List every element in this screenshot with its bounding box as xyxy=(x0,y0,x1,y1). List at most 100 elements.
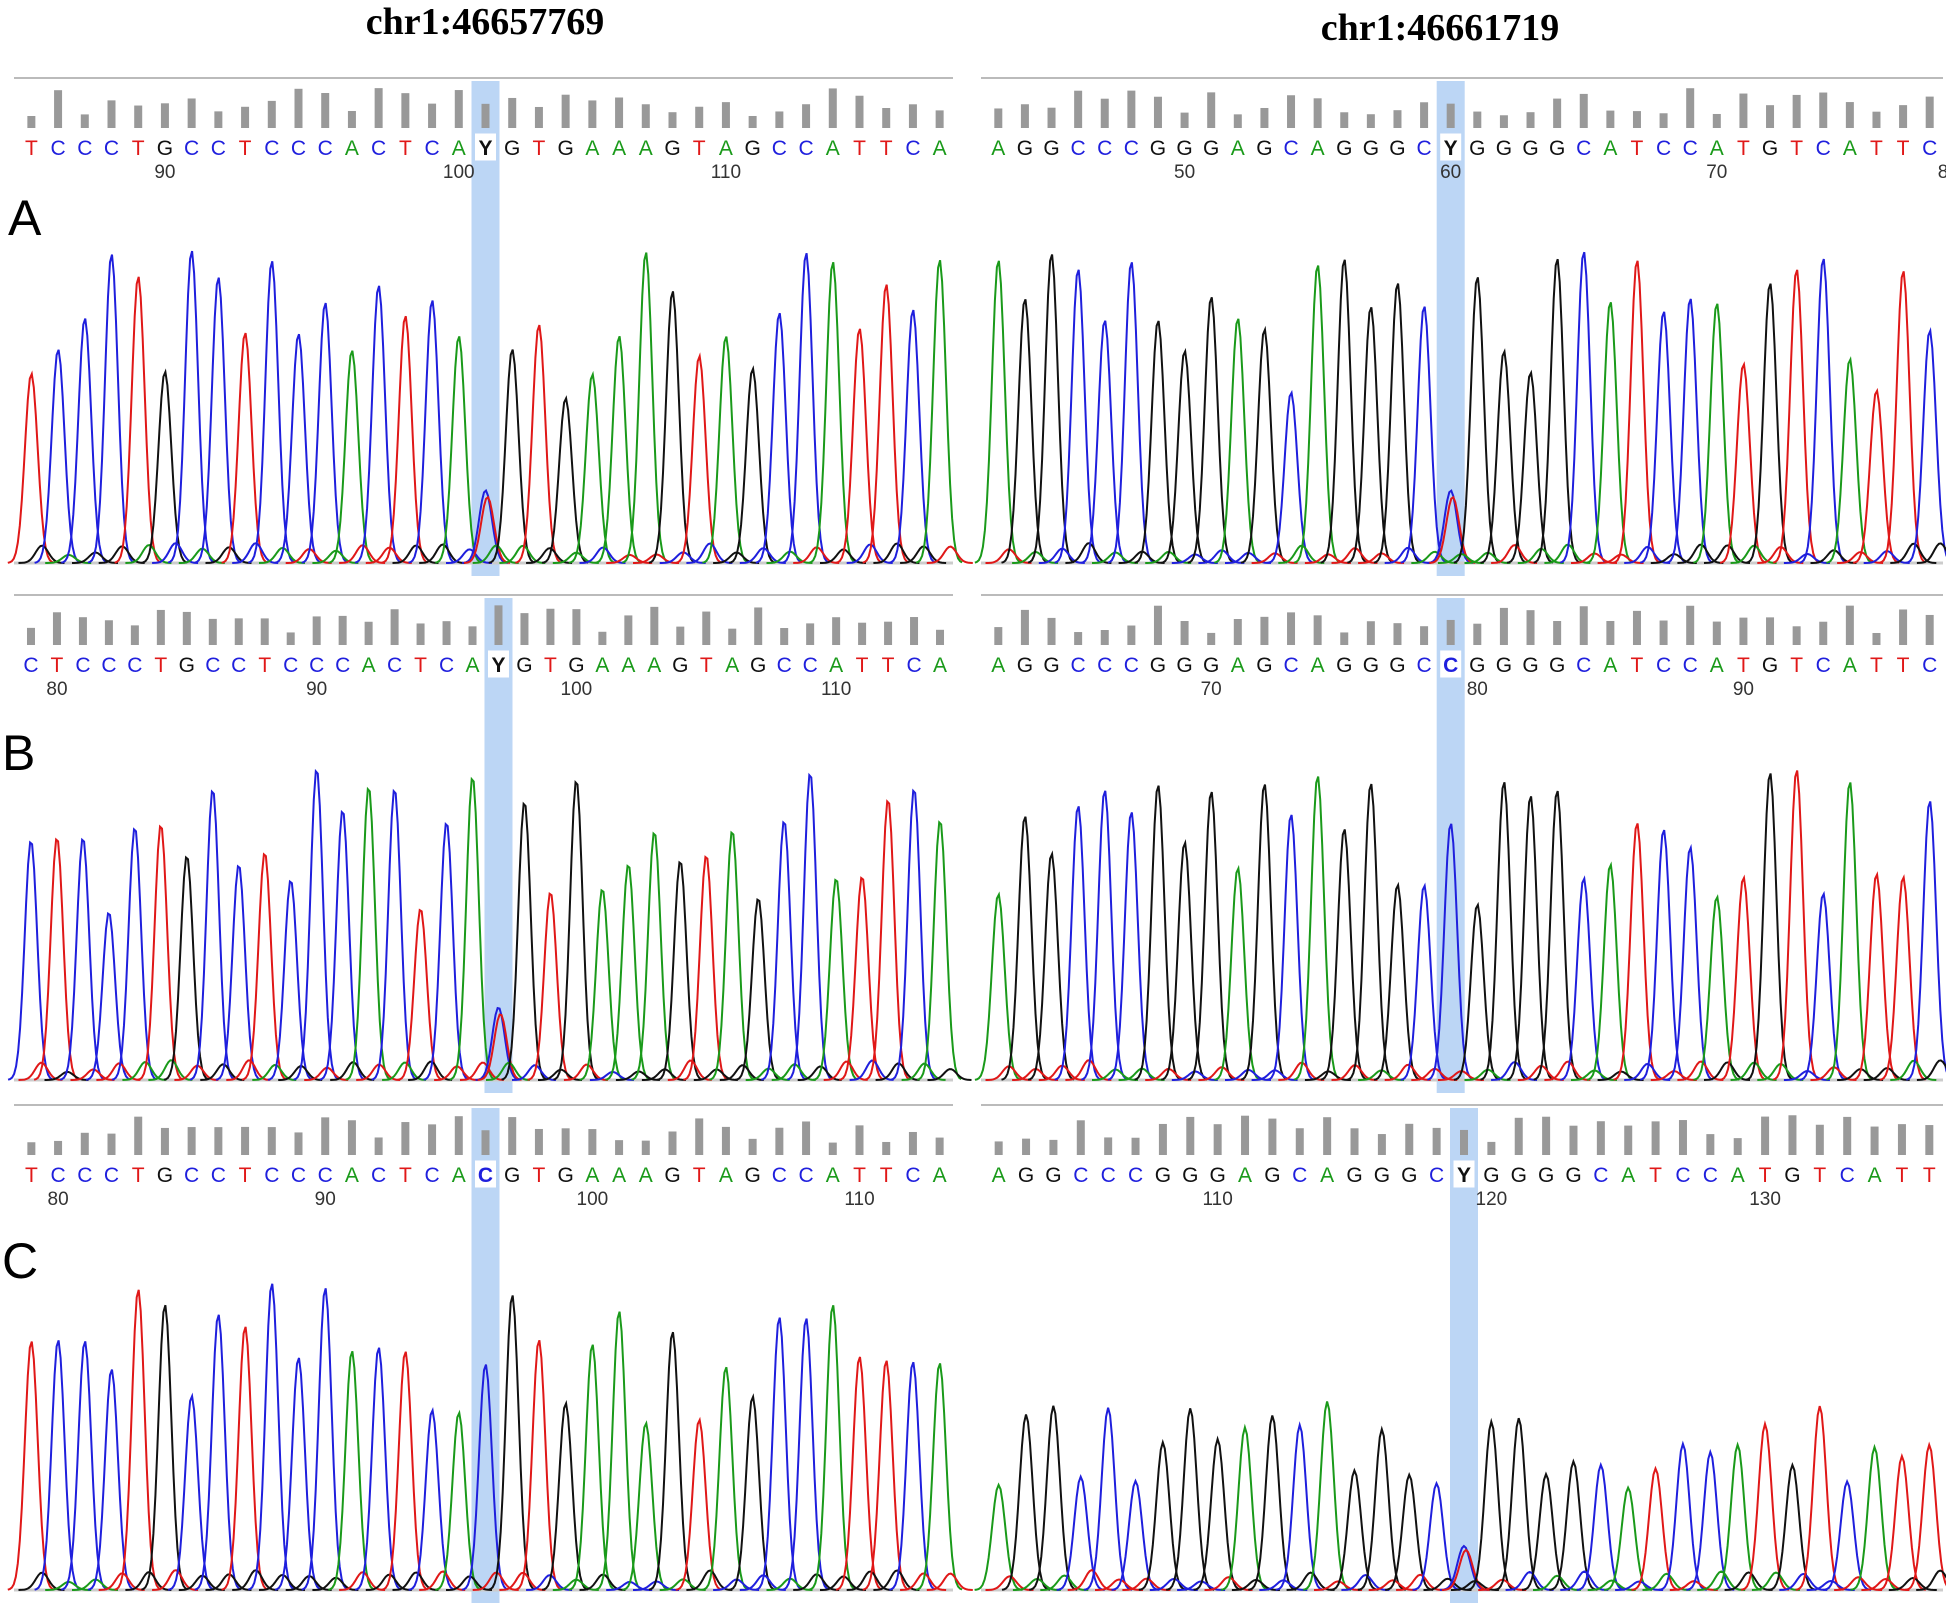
trace-peak xyxy=(1693,894,1740,1081)
base-call: G xyxy=(744,1164,760,1187)
base-call: T xyxy=(154,654,167,677)
base-call: G xyxy=(664,1164,680,1187)
quality-bar xyxy=(1712,113,1721,128)
trace-peak xyxy=(1480,348,1527,564)
trace-peak xyxy=(463,495,511,564)
trace-peak xyxy=(1521,1471,1571,1591)
trace-peak xyxy=(927,1068,972,1081)
trace-peak xyxy=(221,332,268,564)
quality-bar xyxy=(182,611,191,645)
trace-peak xyxy=(713,551,760,564)
base-call: C xyxy=(798,137,813,160)
trace-peak xyxy=(1768,1461,1817,1591)
quality-bar xyxy=(104,620,113,645)
quality-bar xyxy=(1733,1138,1742,1155)
trace-peak xyxy=(1240,325,1288,564)
base-call: C xyxy=(1922,137,1937,160)
base-call: A xyxy=(612,137,626,160)
trace-peak xyxy=(1453,277,1501,564)
trace-peak xyxy=(1314,1580,1362,1591)
trace-peak xyxy=(974,260,1022,564)
quality-bar xyxy=(1100,630,1109,645)
base-call: T xyxy=(1870,137,1883,160)
quality-bar xyxy=(1153,605,1162,645)
base-call: G xyxy=(1346,1164,1362,1187)
trace-peak xyxy=(1703,1061,1751,1081)
quality-bar xyxy=(695,106,704,128)
trace-peak xyxy=(301,302,349,564)
trace-peak xyxy=(449,776,495,1081)
base-call: T xyxy=(51,654,64,677)
trace-peak xyxy=(1506,369,1554,564)
base-call: C xyxy=(335,654,350,677)
trace-peak xyxy=(541,1399,589,1591)
trace-peak xyxy=(579,888,624,1081)
quality-bar xyxy=(882,108,891,128)
quality-bar xyxy=(1047,617,1056,645)
quality-bar xyxy=(935,110,944,128)
trace-peak xyxy=(675,352,723,564)
quality-bar xyxy=(1499,115,1508,128)
quality-bar xyxy=(1686,88,1695,128)
trace-peak xyxy=(1067,1569,1116,1591)
trace-peak xyxy=(1559,251,1607,564)
quality-bar xyxy=(1313,615,1322,645)
trace-peak xyxy=(1890,542,1937,564)
trace-peak xyxy=(477,1013,522,1081)
trace-peak xyxy=(1719,361,1767,564)
quality-bar xyxy=(588,100,597,128)
base-call: G xyxy=(1017,654,1033,677)
base-call: C xyxy=(424,1164,439,1187)
base-call: A xyxy=(719,137,733,160)
trace-peak xyxy=(808,261,856,564)
variant-highlight xyxy=(484,598,513,1093)
base-call: G xyxy=(1496,137,1512,160)
quality-bar xyxy=(1569,1125,1578,1155)
trace-peak xyxy=(87,1369,135,1591)
trace-peak xyxy=(926,545,973,564)
quality-bar xyxy=(214,1127,223,1155)
base-call: A xyxy=(595,654,609,677)
trace-peak xyxy=(152,542,199,564)
trace-peak xyxy=(1095,1578,1143,1591)
trace-peak xyxy=(541,395,589,564)
base-call: C xyxy=(1656,654,1671,677)
trace-peak xyxy=(111,827,157,1081)
quality-bar xyxy=(1872,632,1881,645)
base-call: G xyxy=(1176,654,1192,677)
trace-peak xyxy=(515,324,562,564)
trace-peak xyxy=(87,254,135,564)
base-call: C xyxy=(1576,137,1591,160)
base-call: T xyxy=(882,654,895,677)
quality-bar xyxy=(416,623,425,645)
quality-bar xyxy=(1074,90,1083,128)
base-call: G xyxy=(1176,137,1192,160)
trace-peak xyxy=(846,1570,893,1591)
trace-peak xyxy=(1427,823,1474,1081)
quality-bar xyxy=(1542,1116,1551,1155)
base-call: C xyxy=(1816,654,1831,677)
base-call: C xyxy=(184,1164,199,1187)
trace-peak xyxy=(371,788,417,1081)
trace-peak xyxy=(354,1347,402,1591)
ruler-label: 70 xyxy=(1706,162,1727,183)
base-call: C xyxy=(1128,1164,1143,1187)
trace-peak xyxy=(98,545,145,564)
quality-bar xyxy=(1207,632,1216,645)
quality-bar xyxy=(994,108,1003,128)
trace-peak xyxy=(61,318,108,564)
quality-bar xyxy=(187,1127,196,1155)
quality-bar xyxy=(624,615,633,645)
quality-bar xyxy=(754,607,763,645)
quality-bar xyxy=(1843,1116,1852,1155)
quality-bar xyxy=(1127,90,1136,128)
base-call: A xyxy=(585,137,599,160)
trace-peak xyxy=(1138,1438,1187,1591)
base-call: T xyxy=(1813,1164,1826,1187)
trace-peak xyxy=(167,250,215,564)
trace-peak xyxy=(293,768,339,1081)
base-call: C xyxy=(798,1164,813,1187)
trace-peak xyxy=(1341,1574,1390,1591)
quality-bar xyxy=(1233,619,1242,645)
